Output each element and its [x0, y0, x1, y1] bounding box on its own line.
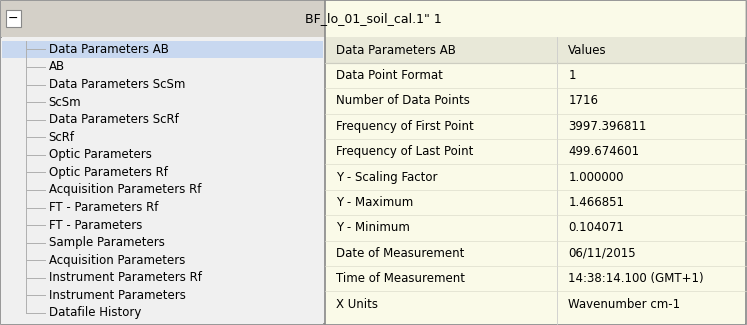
FancyBboxPatch shape: [325, 240, 745, 266]
FancyBboxPatch shape: [325, 37, 745, 63]
FancyBboxPatch shape: [325, 139, 745, 164]
Text: Time of Measurement: Time of Measurement: [336, 272, 465, 285]
Text: X Units: X Units: [336, 297, 378, 310]
Text: −: −: [8, 12, 19, 25]
Text: 0.104071: 0.104071: [568, 221, 624, 234]
Text: 06/11/2015: 06/11/2015: [568, 247, 636, 260]
Text: Frequency of Last Point: Frequency of Last Point: [336, 145, 474, 158]
Text: Y - Minimum: Y - Minimum: [336, 221, 410, 234]
Text: ScRf: ScRf: [49, 131, 75, 144]
Text: Values: Values: [568, 44, 607, 57]
Text: 1.466851: 1.466851: [568, 196, 624, 209]
Text: Data Parameters AB: Data Parameters AB: [49, 43, 168, 56]
Text: Datafile History: Datafile History: [49, 306, 141, 319]
Text: Date of Measurement: Date of Measurement: [336, 247, 465, 260]
Text: 1.000000: 1.000000: [568, 171, 624, 184]
Text: Number of Data Points: Number of Data Points: [336, 94, 470, 107]
FancyBboxPatch shape: [1, 1, 746, 37]
Text: Y - Scaling Factor: Y - Scaling Factor: [336, 171, 438, 184]
Text: Optic Parameters: Optic Parameters: [49, 148, 152, 161]
Text: Acquisition Parameters: Acquisition Parameters: [49, 254, 185, 267]
Text: 1: 1: [568, 69, 576, 82]
Text: 1716: 1716: [568, 94, 598, 107]
Text: Y - Maximum: Y - Maximum: [336, 196, 413, 209]
Text: Instrument Parameters Rf: Instrument Parameters Rf: [49, 271, 202, 284]
Text: 3997.396811: 3997.396811: [568, 120, 647, 133]
Text: AB: AB: [49, 60, 65, 73]
Text: FT - Parameters Rf: FT - Parameters Rf: [49, 201, 158, 214]
FancyBboxPatch shape: [325, 190, 745, 215]
Text: FT - Parameters: FT - Parameters: [49, 219, 142, 232]
FancyBboxPatch shape: [325, 215, 745, 240]
Text: 499.674601: 499.674601: [568, 145, 639, 158]
FancyBboxPatch shape: [325, 164, 745, 190]
FancyBboxPatch shape: [2, 41, 323, 58]
Text: Acquisition Parameters Rf: Acquisition Parameters Rf: [49, 184, 201, 197]
FancyBboxPatch shape: [325, 1, 745, 324]
Text: Data Point Format: Data Point Format: [336, 69, 443, 82]
Text: Wavenumber cm-1: Wavenumber cm-1: [568, 297, 681, 310]
FancyBboxPatch shape: [1, 38, 323, 324]
Text: Data Parameters ScSm: Data Parameters ScSm: [49, 78, 185, 91]
FancyBboxPatch shape: [325, 88, 745, 113]
Text: Data Parameters ScRf: Data Parameters ScRf: [49, 113, 179, 126]
FancyBboxPatch shape: [325, 266, 745, 291]
Text: Optic Parameters Rf: Optic Parameters Rf: [49, 166, 167, 179]
Text: 14:38:14.100 (GMT+1): 14:38:14.100 (GMT+1): [568, 272, 704, 285]
Text: ScSm: ScSm: [49, 96, 81, 109]
Text: Instrument Parameters: Instrument Parameters: [49, 289, 185, 302]
FancyBboxPatch shape: [325, 291, 745, 317]
Text: Frequency of First Point: Frequency of First Point: [336, 120, 474, 133]
Text: Data Parameters AB: Data Parameters AB: [336, 44, 456, 57]
FancyBboxPatch shape: [325, 63, 745, 88]
Text: BF_lo_01_soil_cal.1" 1: BF_lo_01_soil_cal.1" 1: [305, 12, 442, 25]
Text: Sample Parameters: Sample Parameters: [49, 236, 164, 249]
FancyBboxPatch shape: [325, 113, 745, 139]
